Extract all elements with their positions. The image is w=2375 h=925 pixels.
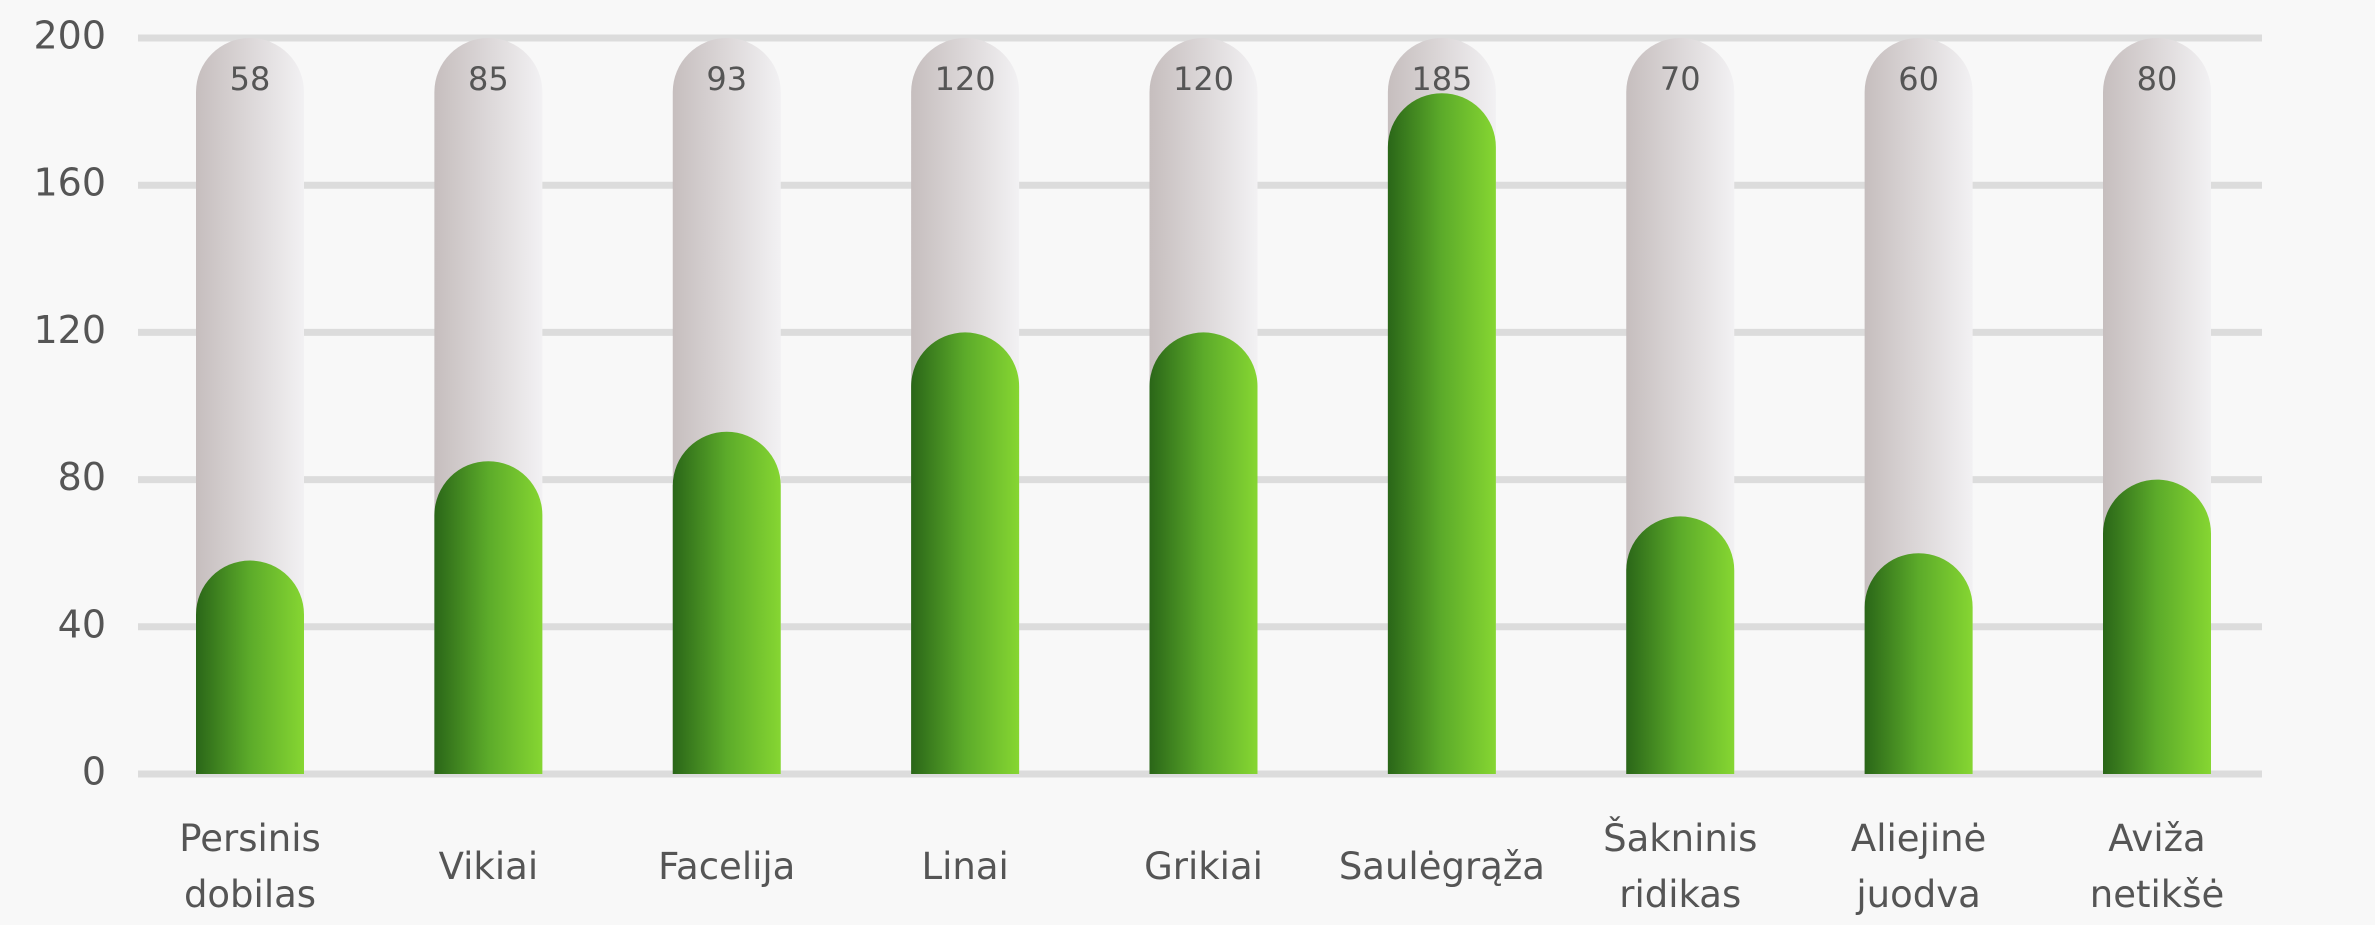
y-tick-label: 80 — [58, 455, 106, 499]
y-tick-label: 40 — [58, 602, 106, 646]
y-tick-label: 120 — [33, 308, 106, 352]
bar — [1626, 516, 1735, 774]
bar — [2103, 479, 2211, 774]
value-label: 70 — [1660, 60, 1701, 98]
bar — [1864, 553, 1973, 774]
x-tick-label: Aviža netikšė — [2089, 817, 2225, 916]
y-tick-label: 0 — [82, 750, 106, 794]
x-tick-label: Grikiai — [1144, 845, 1263, 888]
x-tick-label: Linai — [921, 845, 1009, 888]
x-tick-label: Saulėgrąža — [1338, 845, 1545, 888]
value-label: 93 — [706, 60, 747, 98]
value-label: 80 — [2137, 60, 2178, 98]
value-label: 85 — [468, 60, 509, 98]
bar — [1149, 332, 1258, 774]
value-label: 185 — [1411, 60, 1472, 98]
bar — [434, 461, 543, 774]
value-label: 120 — [935, 60, 996, 98]
x-tick-label: Vikiai — [438, 845, 539, 888]
x-tick-label: Šakninis ridikas — [1603, 817, 1758, 916]
bar — [196, 560, 304, 774]
value-label: 120 — [1173, 60, 1234, 98]
y-tick-label: 160 — [33, 161, 106, 205]
value-label: 58 — [230, 60, 271, 98]
x-tick-label: Persinis dobilas — [179, 817, 321, 916]
x-tick-label: Aliejinė juodva — [1850, 817, 1987, 916]
bar — [672, 431, 781, 774]
y-tick-label: 200 — [33, 14, 106, 58]
bar — [1387, 93, 1496, 774]
x-tick-label: Facelija — [658, 845, 796, 888]
value-label: 60 — [1898, 60, 1939, 98]
bar — [911, 332, 1020, 774]
